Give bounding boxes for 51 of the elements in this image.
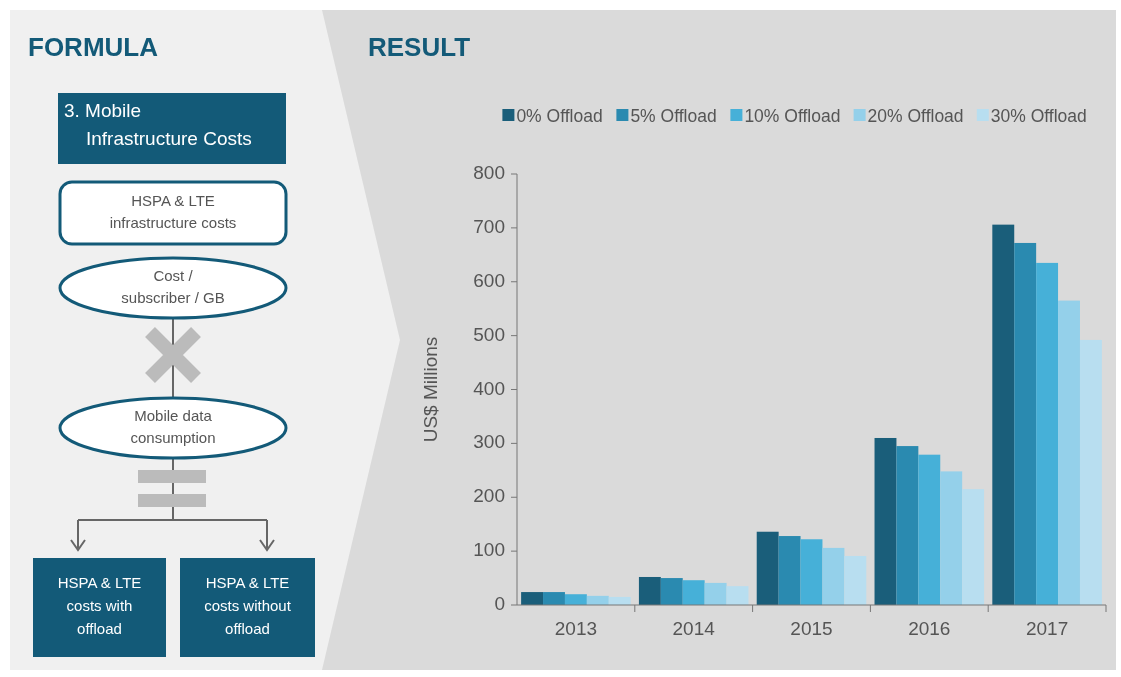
y-axis-title: US$ Millions [420, 336, 441, 443]
bar [521, 592, 544, 605]
bar [660, 578, 683, 605]
chart-title: RESULT [368, 32, 471, 62]
y-tick-label: 500 [473, 323, 505, 345]
bar [844, 555, 867, 605]
x-tick-label: 2015 [790, 618, 833, 639]
x-tick-label: 2016 [908, 618, 951, 639]
y-tick-label: 100 [473, 539, 505, 561]
bar [918, 454, 941, 605]
y-tick-label: 300 [473, 431, 505, 453]
text: HSPA & LTE costs with offload [57, 573, 142, 637]
text: FORMULA [28, 32, 159, 62]
bar [756, 531, 779, 605]
bar [564, 594, 587, 605]
bar [1014, 242, 1037, 605]
x-tick-label: 2014 [672, 618, 716, 639]
bar [822, 547, 845, 605]
y-tick-label: 600 [473, 269, 505, 291]
text: HSPA & LTE infrastructure costs [109, 191, 237, 231]
y-tick-label: 800 [473, 162, 505, 184]
bar [682, 580, 705, 605]
bar [778, 536, 801, 605]
legend-label: 30% Offload [990, 106, 1087, 126]
bar [896, 446, 919, 605]
bar [638, 576, 661, 605]
text: Mobile data consumption [130, 406, 216, 446]
bar [800, 539, 823, 605]
bar [726, 586, 749, 605]
x-tick-label: 2013 [554, 618, 598, 639]
legend-label: 0% Offload [516, 106, 603, 126]
bar [1036, 262, 1059, 605]
y-tick-label: 700 [473, 215, 505, 237]
bar [1079, 339, 1102, 605]
bar [962, 489, 985, 605]
bar [704, 582, 727, 605]
text: Cost / subscriber / GB [121, 266, 225, 306]
bar [940, 471, 963, 605]
bar [543, 592, 565, 605]
y-tick-label: 0 [494, 593, 505, 615]
legend-label: 10% Offload [744, 106, 841, 126]
text: 3. Mobile Infrastructure Costs [64, 100, 252, 149]
bar [992, 224, 1015, 605]
y-tick-label: 400 [473, 377, 505, 399]
bar [874, 437, 897, 605]
bar [1058, 300, 1080, 605]
legend-label: 20% Offload [867, 106, 964, 126]
x-tick-label: 2017 [1025, 618, 1069, 639]
y-tick-label: 200 [473, 485, 505, 507]
legend-label: 5% Offload [630, 106, 717, 126]
text: HSPA & LTE costs without offload [204, 573, 292, 637]
